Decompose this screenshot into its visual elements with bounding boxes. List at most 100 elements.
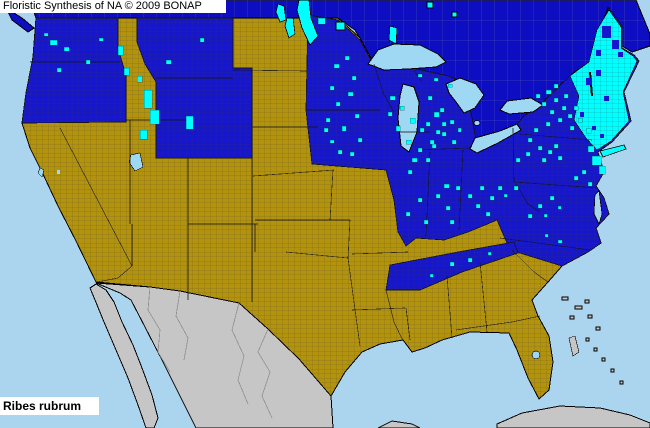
county-record [557, 155, 563, 161]
county-record [577, 117, 583, 123]
bahamas-island [574, 305, 583, 310]
state-boundary [351, 251, 409, 255]
lake-of-the-woods [335, 21, 346, 31]
county-record [541, 101, 547, 107]
us-present-pacific-northwest-county-texture [22, 18, 126, 123]
mexico-state-boundary [175, 290, 189, 361]
state-boundary [347, 257, 361, 347]
county-record [117, 45, 124, 56]
county-record [405, 211, 411, 217]
lake-winnipeg [296, 0, 319, 46]
county-record [423, 219, 429, 225]
state-boundary [59, 127, 133, 267]
county-record [591, 155, 602, 166]
county-record [425, 121, 431, 127]
state-boundary [446, 275, 453, 339]
state-boundary [479, 261, 488, 333]
county-record [445, 205, 451, 211]
county-record [515, 157, 521, 163]
bahamas-island [561, 296, 569, 301]
bahamas-island [585, 337, 590, 342]
county-record [429, 273, 434, 278]
county-record [569, 125, 575, 131]
county-record [56, 67, 62, 73]
county-record [457, 127, 462, 133]
state-presence-county [580, 112, 584, 117]
county-record [143, 89, 153, 109]
county-record [165, 59, 172, 65]
state-presence-county [596, 50, 601, 56]
county-record [427, 95, 433, 101]
county-record [354, 113, 360, 119]
county-record [441, 131, 447, 137]
county-record [467, 257, 473, 263]
county-record [557, 205, 562, 210]
state-boundary [373, 63, 395, 113]
state-presence-county [596, 70, 601, 76]
state-boundary [512, 127, 515, 183]
county-record [449, 261, 455, 267]
county-record [185, 115, 194, 130]
county-record [417, 73, 423, 78]
county-record [537, 203, 543, 209]
county-record [544, 233, 549, 238]
lake-okeechobee [531, 350, 541, 360]
county-record [455, 185, 461, 191]
county-record [417, 147, 423, 153]
county-record [497, 185, 503, 191]
state-presence-county [618, 52, 623, 57]
state-boundary [285, 251, 349, 259]
bahamas-island [595, 326, 601, 331]
county-record [479, 185, 485, 191]
county-record [407, 169, 413, 175]
county-record [341, 125, 347, 132]
county-record [527, 213, 533, 219]
county-record [431, 143, 437, 149]
county-record [435, 129, 441, 135]
county-record [344, 55, 350, 61]
county-record [567, 113, 573, 119]
county-record [535, 93, 541, 99]
bahamas-island [569, 315, 575, 320]
county-record [425, 157, 431, 163]
mexico-state-boundary [147, 286, 171, 373]
county-record [537, 145, 543, 151]
chesapeake-bay [593, 190, 603, 225]
state-boundary [351, 307, 406, 311]
state-presence-county [604, 96, 609, 101]
state-presence-county [612, 40, 619, 49]
county-record [395, 125, 401, 132]
lake-manitoba [284, 17, 296, 39]
us-present-montana-wyoming-county-texture [137, 18, 252, 158]
county-record [563, 93, 569, 99]
county-record [503, 193, 508, 198]
great-salt-lake [128, 152, 144, 172]
state-boundary [329, 169, 334, 221]
county-record [347, 91, 354, 97]
canada-county-texture [30, 0, 650, 141]
county-record [475, 203, 481, 209]
county-record [549, 195, 555, 201]
county-record [337, 149, 343, 155]
state-boundary [252, 169, 335, 177]
bahamas-island [587, 314, 593, 319]
baja-california [89, 283, 159, 428]
county-record [199, 37, 205, 43]
state-boundary [511, 249, 549, 283]
county-record [545, 89, 552, 95]
state-boundary [232, 69, 308, 72]
county-record [443, 183, 450, 189]
county-record [433, 77, 439, 82]
lake-superior [367, 43, 447, 71]
county-record [587, 145, 595, 153]
county-record [136, 75, 143, 83]
county-record [405, 139, 412, 145]
county-record [351, 75, 357, 81]
county-record [581, 169, 587, 175]
county-record [447, 83, 453, 88]
county-record [547, 149, 553, 155]
long-island [599, 144, 627, 158]
state-presence-county [586, 78, 592, 85]
county-record [435, 193, 441, 199]
